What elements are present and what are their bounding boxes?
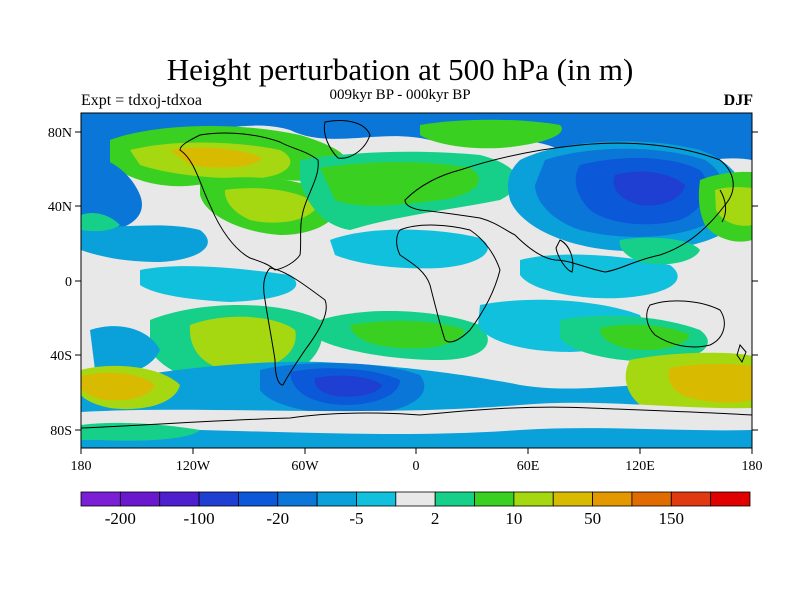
colorbar-label: 10 (505, 509, 522, 528)
season-label: DJF (723, 92, 753, 109)
tropical-atlantic-low (330, 229, 488, 269)
x-tick-0: 0 (413, 459, 420, 474)
colorbar-swatch (80, 491, 121, 507)
x-tick-60e: 60E (517, 459, 540, 474)
greenland-coast (323, 120, 371, 159)
africa-coast (396, 224, 501, 343)
south-pacific-high-core (189, 316, 296, 372)
colorbar-swatch (670, 491, 712, 507)
australia-coast (646, 300, 725, 348)
colorbar-swatch (434, 491, 475, 507)
colorbar-swatch (631, 491, 672, 507)
colorbar-label: -200 (105, 509, 136, 528)
contour-field (81, 113, 752, 448)
indian-ocean-low (520, 254, 678, 299)
south-indian-green-core (600, 324, 690, 350)
y-tick-80s: 80S (50, 424, 72, 439)
antarctic-white-band (81, 402, 752, 434)
x-tick-60w: 60W (291, 459, 319, 474)
japan-coast (719, 189, 727, 223)
south-america-coast (263, 267, 327, 386)
colorbar-swatch (159, 491, 200, 507)
colorbar-swatch (710, 491, 751, 507)
colorbar-labels: -200 -100 -20 -5 2 10 50 150 (105, 509, 684, 528)
y-tick-40s: 40S (50, 349, 72, 364)
colorbar-swatch (277, 491, 318, 507)
x-tick-labels: 180 120W 60W 0 60E 120E 180 (71, 459, 763, 474)
india-coast (555, 239, 574, 273)
colorbar-swatch (316, 491, 357, 507)
x-tick-marks (80, 448, 753, 454)
pacific-blue-band (81, 157, 142, 231)
figure-title: Height perturbation at 500 hPa (in m) (166, 52, 634, 87)
asia-low-center (613, 171, 685, 206)
colorbar-swatch (119, 491, 161, 507)
antarctica-coast (81, 406, 752, 429)
colorbar-swatch (198, 491, 239, 507)
colorbar-label: 150 (659, 509, 685, 528)
y-tick-labels: 80N 40N 0 40S 80S (48, 126, 72, 439)
tropical-pacific-low (140, 266, 297, 302)
southwest-high-core (81, 372, 155, 401)
colorbar-swatch (395, 491, 436, 507)
colorbar-swatch (552, 491, 593, 507)
coastlines (81, 120, 752, 429)
colorbar-swatch (513, 491, 554, 507)
antarctic-green-strip (81, 422, 200, 441)
colorbar-label: 50 (584, 509, 601, 528)
north-america-core (170, 147, 262, 168)
x-tick-180-left: 180 (71, 459, 92, 474)
southern-ocean-center (314, 375, 382, 397)
experiment-label: Expt = tdxoj-tdxoa (81, 92, 203, 109)
y-tick-40n: 40N (48, 200, 72, 215)
atlantic-strip-core (320, 162, 479, 206)
colorbar (80, 491, 751, 507)
north-atlantic-core (224, 188, 318, 223)
colorbar-swatch (592, 491, 633, 507)
y-tick-marks (75, 131, 758, 431)
colorbar-swatch (238, 491, 279, 507)
arctic-negative-region (81, 113, 752, 181)
eurasia-coast (404, 142, 734, 273)
x-tick-120w: 120W (176, 459, 211, 474)
west-pacific-green-patch (619, 237, 700, 265)
colorbar-label: -20 (266, 509, 289, 528)
south-atlantic-green-core (350, 320, 465, 349)
x-tick-120e: 120E (625, 459, 655, 474)
western-pacific-green (81, 213, 120, 232)
south-pacific-cyan (90, 326, 160, 374)
new-zealand-coast (736, 343, 747, 364)
pacific-cyan-band (81, 225, 208, 262)
colorbar-label: -5 (349, 509, 363, 528)
colorbar-label: 2 (431, 509, 440, 528)
colorbar-label: -100 (183, 509, 214, 528)
colorbar-swatch (474, 491, 515, 507)
y-tick-0: 0 (65, 275, 72, 290)
y-tick-80n: 80N (48, 126, 72, 141)
arctic-europe-high (420, 119, 562, 149)
period-label: 009kyr BP - 000kyr BP (329, 87, 471, 103)
north-america-coast (179, 132, 319, 271)
southeast-high-core (668, 364, 752, 403)
colorbar-swatch (356, 491, 397, 507)
x-tick-180-right: 180 (742, 459, 763, 474)
